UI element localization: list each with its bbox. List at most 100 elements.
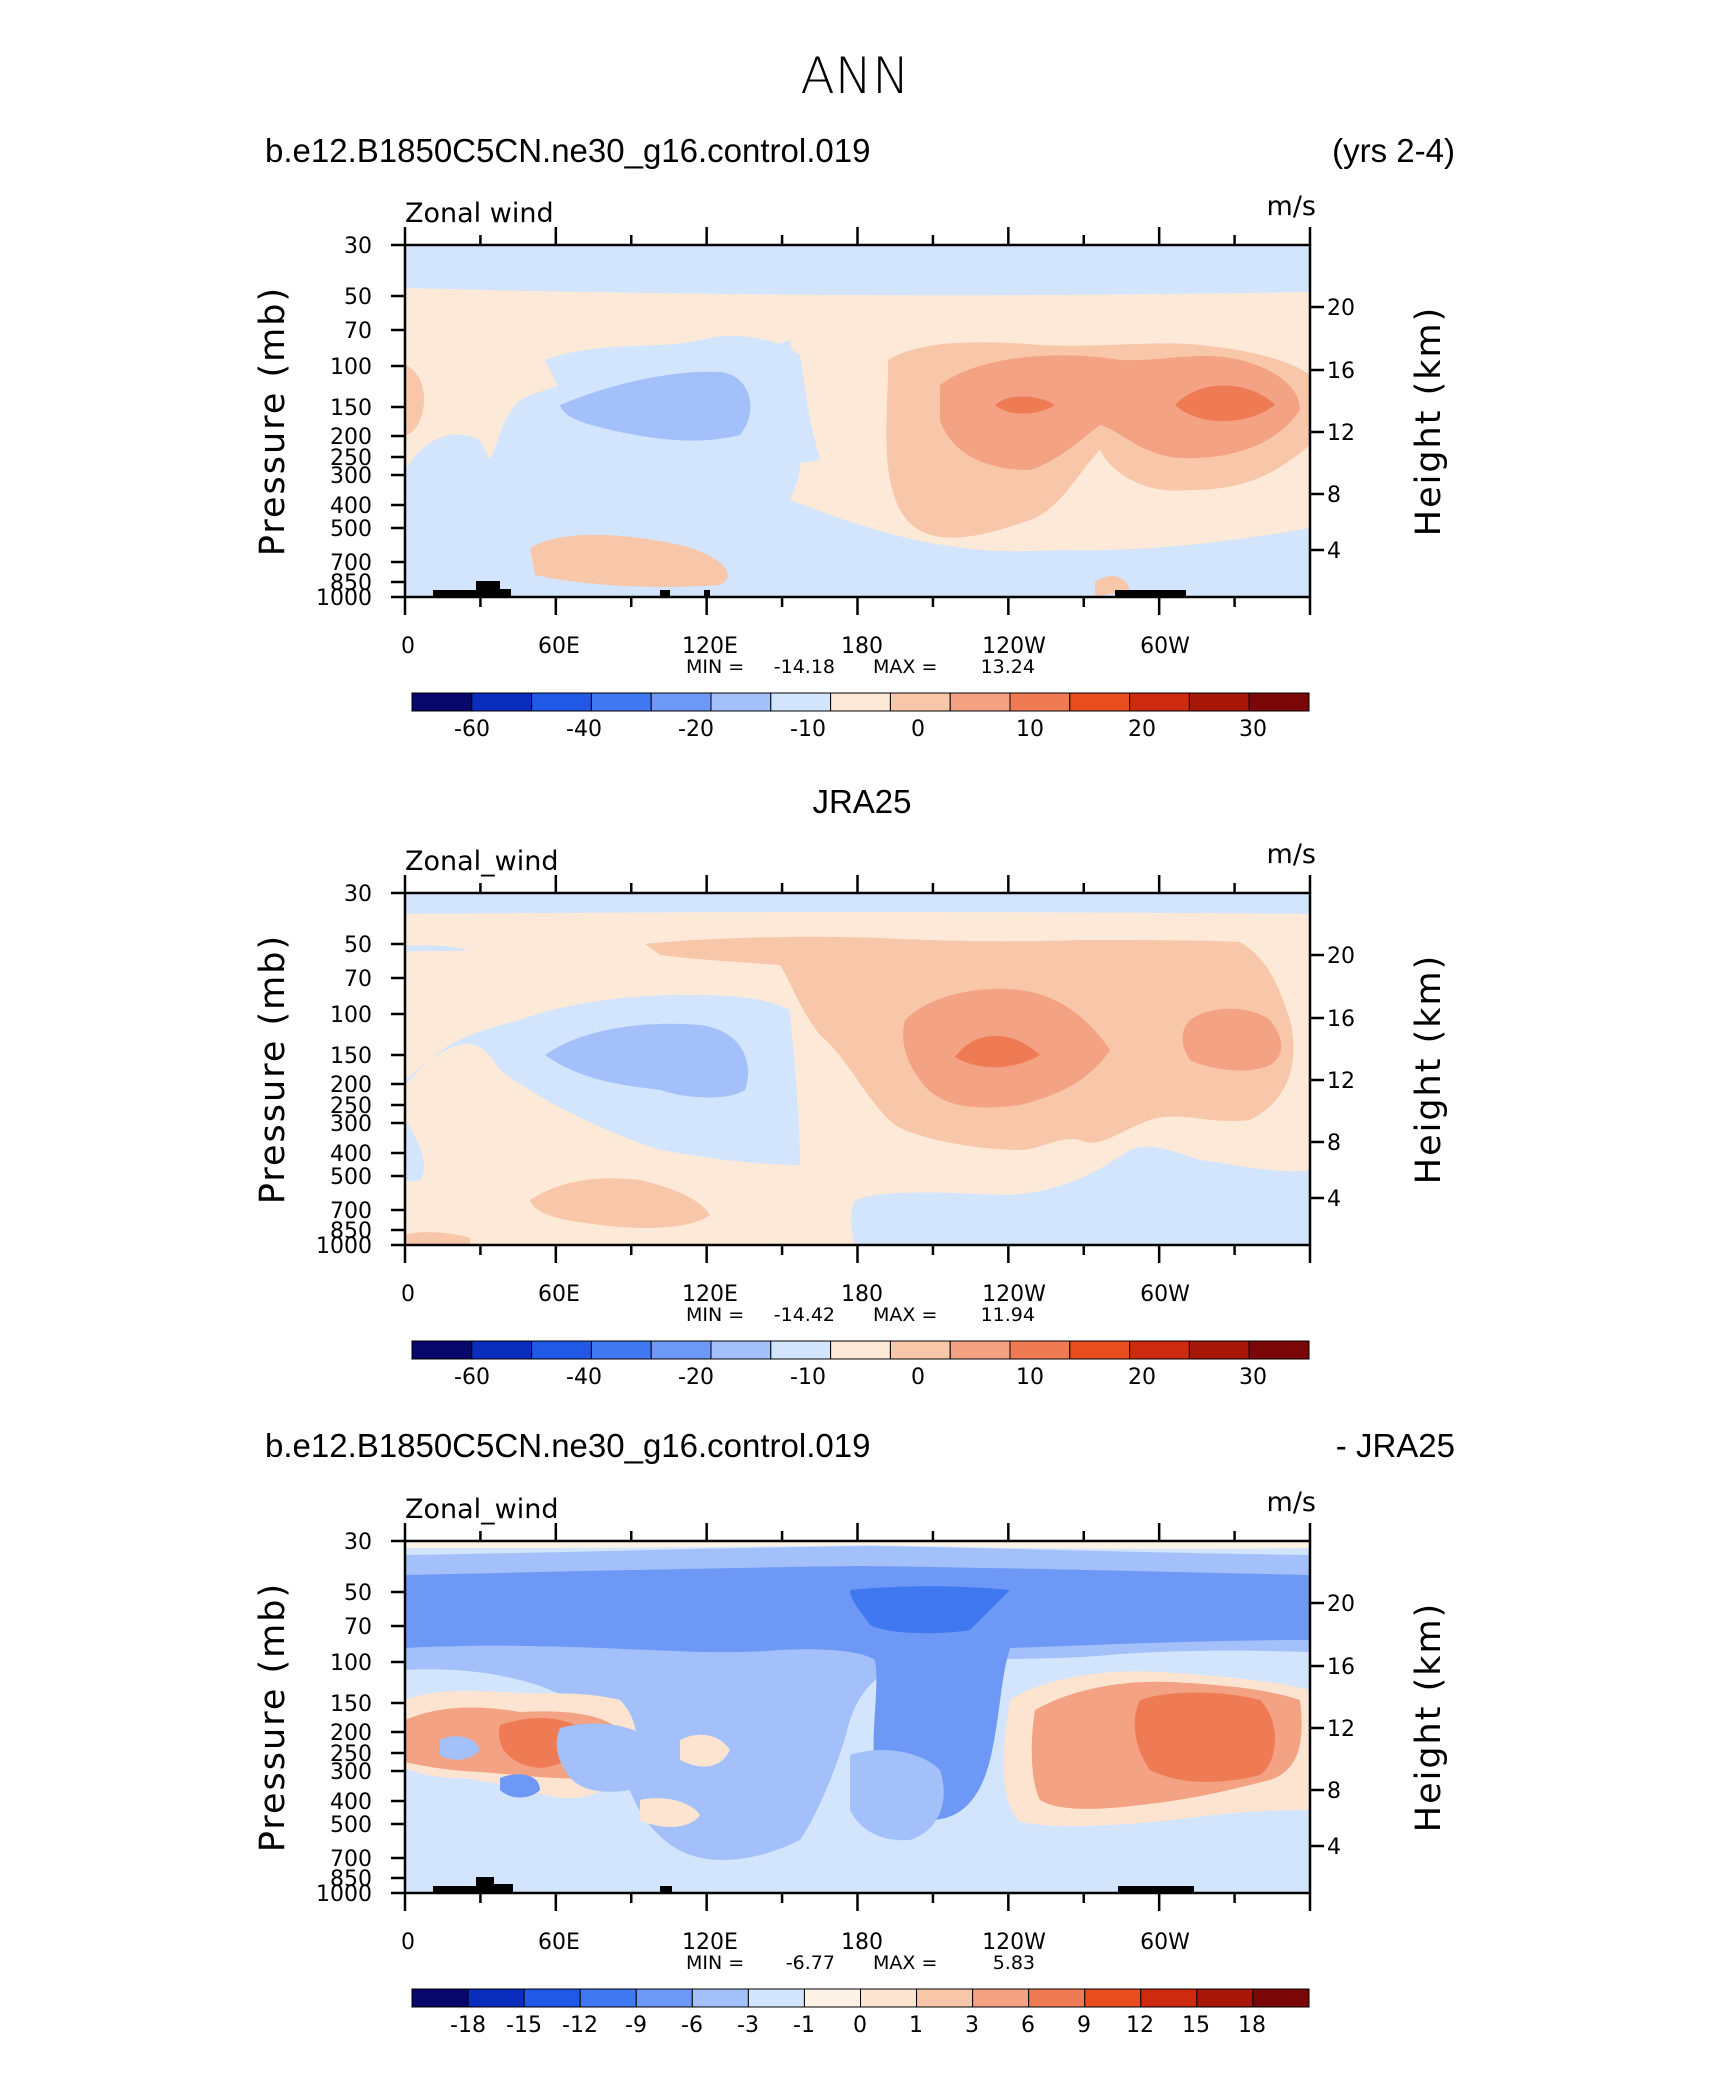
y-tick-label: 1000	[316, 1234, 372, 1259]
y-tick-label: 1000	[316, 586, 372, 611]
variable-label: Zonal_wind	[405, 846, 559, 877]
y-tick-label: 1000	[316, 1882, 372, 1907]
colorbar-box	[710, 1340, 772, 1360]
colorbar-box	[650, 1340, 712, 1360]
y-tick-label-right: 20	[1327, 296, 1355, 321]
y-tick-label: 200	[330, 1721, 372, 1746]
colorbar-label: 1	[909, 2013, 923, 2038]
colorbar-label: 0	[911, 717, 925, 742]
y-tick-label-right: 8	[1327, 483, 1341, 508]
panel-diff: b.e12.B1850C5CN.ne30_g16.control.019 - J…	[253, 1427, 1455, 2038]
colorbar-box	[1248, 692, 1310, 712]
colorbar-box	[770, 692, 832, 712]
colorbar-box	[889, 1340, 951, 1360]
max-label: MAX =	[873, 656, 937, 678]
colorbar-label: -20	[678, 717, 714, 742]
y-tick-label: 50	[344, 1581, 372, 1606]
contour-region	[955, 1035, 1040, 1068]
colorbar-box	[635, 1988, 693, 2008]
y-tick-label-right: 16	[1327, 359, 1355, 384]
y-tick-label: 30	[344, 234, 372, 259]
colorbar-box	[411, 1340, 473, 1360]
contour-field	[405, 1541, 1310, 1893]
contour-region	[556, 1723, 654, 1792]
topography-mask	[1118, 1886, 1194, 1893]
topography-mask	[1115, 590, 1186, 597]
contour-region	[640, 1798, 700, 1827]
x-tick-label: 120E	[682, 634, 738, 659]
x-tick-label: 120E	[682, 1930, 738, 1955]
colorbar-box	[860, 1988, 918, 2008]
contour-region	[1175, 385, 1275, 422]
colorbar-box	[590, 1340, 652, 1360]
y-tick-label: 850	[330, 1219, 372, 1244]
colorbar-label: -18	[450, 2013, 486, 2038]
contour-region	[405, 945, 470, 952]
colorbar-label: -20	[678, 1365, 714, 1390]
panel-obs: JRA25 Zonal_wind m/s Pressure (mb) Heigh…	[253, 783, 1449, 1390]
colorbar-label: -60	[454, 717, 490, 742]
colorbar-label: 3	[965, 2013, 979, 2038]
y-axis-label: Pressure (mb)	[253, 286, 293, 556]
colorbar-label: -9	[625, 2013, 647, 2038]
y-tick-label: 850	[330, 1867, 372, 1892]
y-tick-label: 300	[330, 464, 372, 489]
contour-region	[560, 371, 751, 441]
x-tick-label: 180	[841, 634, 883, 659]
contour-region	[1134, 1692, 1275, 1782]
y-tick-label: 300	[330, 1112, 372, 1137]
y-tick-label: 700	[330, 1199, 372, 1224]
colorbar-label: 6	[1021, 2013, 1035, 2038]
min-value: -14.18	[774, 656, 835, 678]
contour-field	[405, 893, 1310, 1245]
colorbar-box	[1129, 692, 1190, 712]
contour-region	[405, 245, 1310, 296]
y-axis-label-right: Height (km)	[1409, 954, 1449, 1185]
panel-model: b.e12.B1850C5CN.ne30_g16.control.019 (yr…	[253, 132, 1455, 742]
panel-title-left: b.e12.B1850C5CN.ne30_g16.control.019	[265, 1427, 870, 1464]
colorbar-box	[1028, 1988, 1086, 2008]
contour-region	[405, 893, 1310, 914]
y-tick-label: 150	[330, 396, 372, 421]
colorbar-label: 30	[1239, 717, 1267, 742]
y-tick-label: 700	[330, 1847, 372, 1872]
y-tick-label: 250	[330, 446, 372, 471]
max-value: 13.24	[981, 656, 1035, 678]
y-axis-label-right: Height (km)	[1409, 1602, 1449, 1833]
contour-region	[405, 1566, 1310, 1820]
max-value: 11.94	[981, 1304, 1035, 1326]
y-tick-label: 100	[330, 355, 372, 380]
min-label: MIN =	[686, 1952, 744, 1974]
colorbar-box	[411, 692, 473, 712]
colorbar-box	[471, 692, 533, 712]
min-value: -14.42	[774, 1304, 835, 1326]
colorbar-box	[830, 1340, 891, 1360]
colorbar-label: -60	[454, 1365, 490, 1390]
colorbar-box	[1196, 1988, 1254, 2008]
contour-region	[500, 1774, 540, 1798]
colorbar-label: -3	[737, 2013, 759, 2038]
colorbar-box	[523, 1988, 581, 2008]
y-tick-label-right: 16	[1327, 1007, 1355, 1032]
x-tick-label: 120W	[982, 1282, 1046, 1307]
y-tick-label: 500	[330, 1813, 372, 1838]
y-tick-label: 150	[330, 1044, 372, 1069]
y-tick-label: 30	[344, 1530, 372, 1555]
y-tick-label-right: 8	[1327, 1779, 1341, 1804]
units-label: m/s	[1267, 1487, 1316, 1518]
colorbar-box	[916, 1988, 974, 2008]
colorbar-label: 9	[1077, 2013, 1091, 2038]
y-tick-label: 400	[330, 1790, 372, 1815]
contour-region	[545, 1023, 748, 1098]
topography-mask	[660, 590, 670, 597]
x-tick-label: 60W	[1140, 634, 1190, 659]
y-tick-label: 200	[330, 425, 372, 450]
contour-region	[1095, 576, 1130, 597]
contour-region	[850, 1586, 1010, 1634]
colorbar-box	[1188, 692, 1250, 712]
x-tick-label: 60W	[1140, 1282, 1190, 1307]
colorbar-box	[972, 1988, 1030, 2008]
y-tick-label: 300	[330, 1760, 372, 1785]
min-value: -6.77	[786, 1952, 835, 1974]
colorbar-box	[830, 692, 891, 712]
